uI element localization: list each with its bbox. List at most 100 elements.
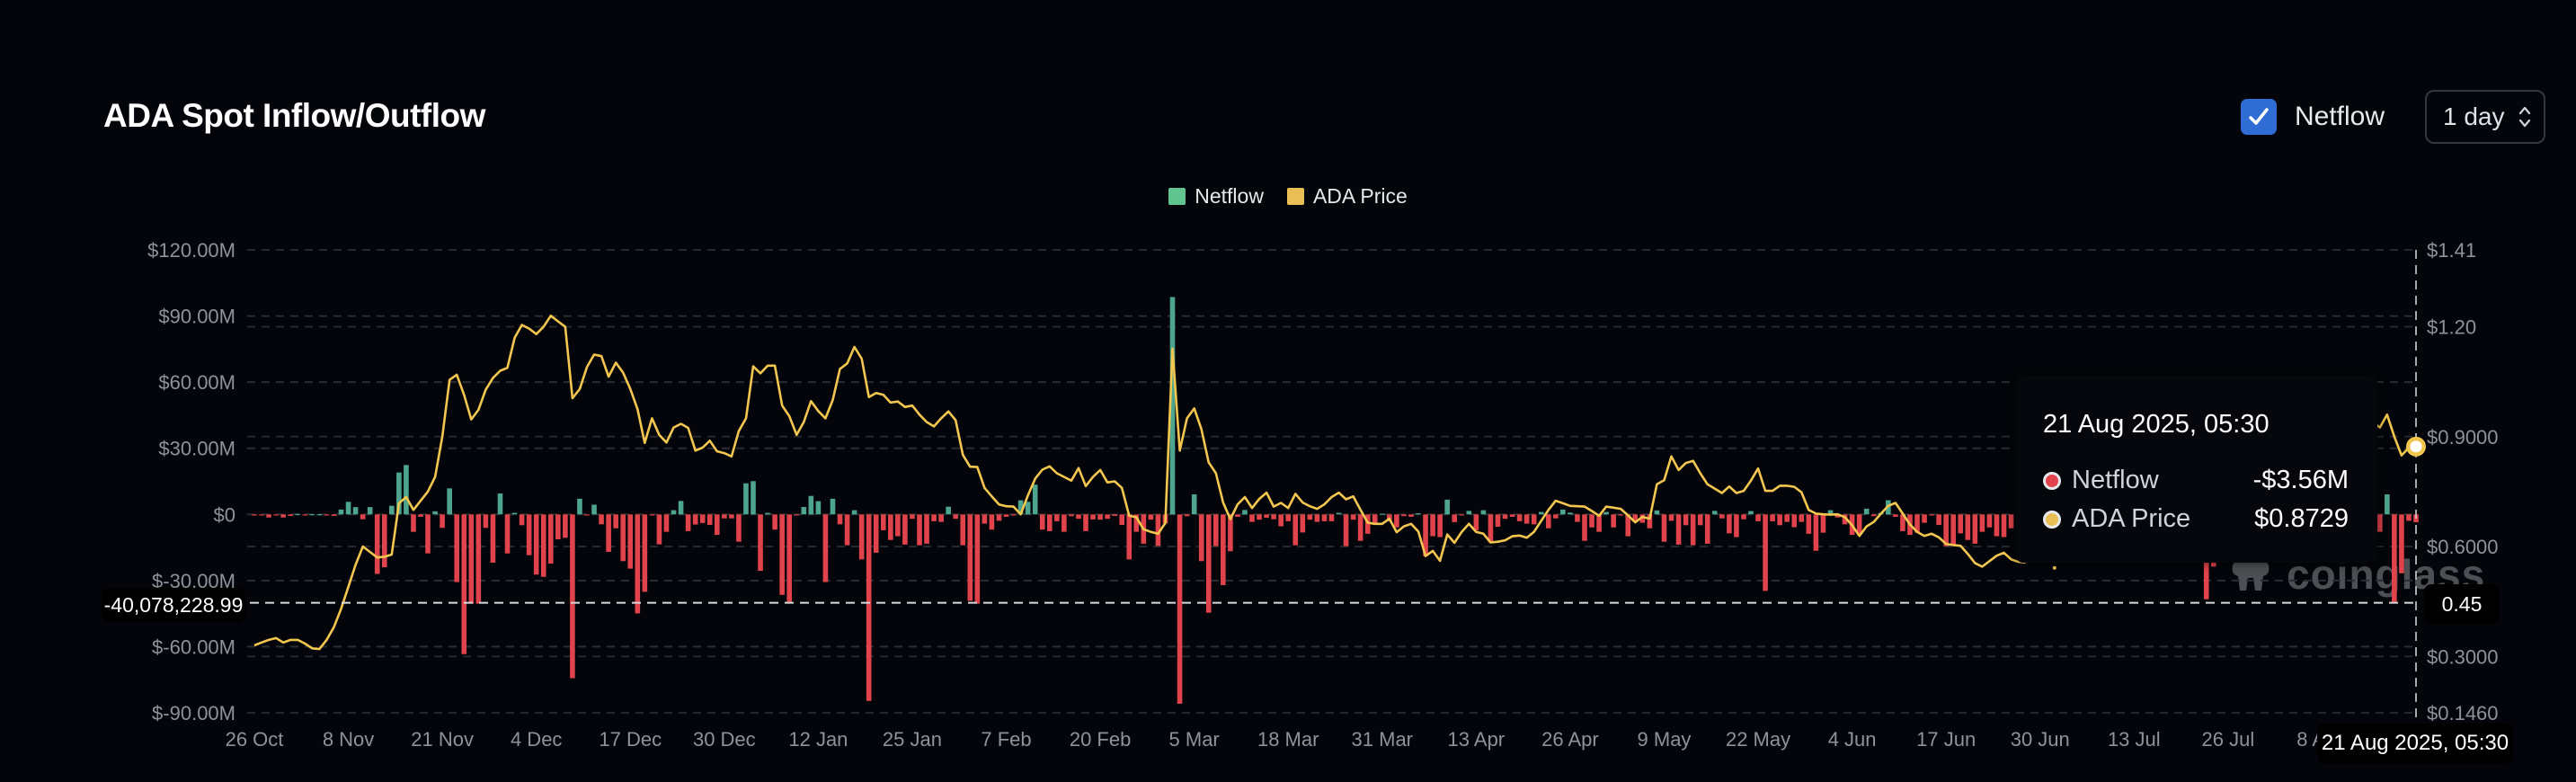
netflow-checkbox[interactable] xyxy=(2241,99,2277,135)
price-dot-icon xyxy=(2043,510,2061,529)
netflow-bar-outflow xyxy=(1488,514,1494,543)
netflow-bar-outflow xyxy=(1321,514,1328,521)
x-tick-label: 13 Apr xyxy=(1448,728,1506,751)
netflow-bar-outflow xyxy=(273,514,279,516)
x-tick-label: 31 Mar xyxy=(1352,728,1413,751)
interval-select-value: 1 day xyxy=(2443,102,2505,130)
netflow-bar-outflow xyxy=(1799,514,1805,522)
netflow-bar-outflow xyxy=(599,514,604,525)
netflow-bar-outflow xyxy=(1523,514,1530,524)
interval-select[interactable]: 1 day xyxy=(2425,90,2545,144)
netflow-bar-inflow xyxy=(743,483,749,515)
netflow-bar-outflow xyxy=(772,514,777,530)
legend-swatch-netflow xyxy=(1168,188,1186,205)
netflow-bar-outflow xyxy=(822,514,829,582)
y-left-tick-label: $0 xyxy=(214,503,235,526)
netflow-bar-outflow xyxy=(1994,514,2000,537)
y-right-tick-label: $0.6000 xyxy=(2427,536,2499,558)
chevron-up-down-icon xyxy=(2518,106,2530,128)
netflow-bar-outflow xyxy=(895,514,901,537)
netflow-bar-outflow xyxy=(1198,514,1204,562)
netflow-bar-outflow xyxy=(931,514,937,521)
netflow-bar-outflow xyxy=(461,514,467,654)
netflow-bar-outflow xyxy=(1914,514,1920,533)
netflow-bar-outflow xyxy=(1257,514,1262,520)
x-tick-label: 26 Apr xyxy=(1541,728,1599,751)
netflow-bar-outflow xyxy=(692,514,698,525)
crosshair xyxy=(250,250,2426,722)
price-marker-dot xyxy=(2410,440,2422,453)
netflow-bar-outflow xyxy=(1083,514,1088,531)
netflow-bar-outflow xyxy=(1979,514,1985,532)
tooltip-value: $0.8729 xyxy=(2254,504,2349,533)
netflow-bar-outflow xyxy=(1112,514,1117,517)
y-left-tick-label: $120.00M xyxy=(147,239,235,262)
right-axis-labels: $1.41 $1.20 $0.9000 $0.6000 $0.3000 $0.1460 xyxy=(2427,239,2499,724)
netflow-bar-outflow xyxy=(2001,514,2007,538)
netflow-bar-outflow xyxy=(1126,514,1133,560)
tooltip-row-ada-price: ADA Price $0.8729 xyxy=(2043,504,2349,534)
netflow-bar-outflow xyxy=(1328,514,1335,521)
netflow-bar-outflow xyxy=(475,514,482,604)
netflow-bar-outflow xyxy=(1502,514,1508,520)
netflow-bar-outflow xyxy=(656,514,662,545)
x-tick-label: 26 Jul xyxy=(2202,728,2255,751)
netflow-bar-outflow xyxy=(613,514,618,529)
netflow-bar-outflow xyxy=(411,514,416,532)
netflow-bar-outflow xyxy=(1285,514,1292,521)
netflow-bar-outflow xyxy=(1350,514,1356,520)
netflow-bar-outflow xyxy=(1870,514,1877,517)
netflow-bar-outflow xyxy=(1741,514,1746,520)
y-left-tick-label: $90.00M xyxy=(158,306,235,328)
netflow-bar-outflow xyxy=(938,514,944,522)
netflow-bar-outflow xyxy=(786,514,793,603)
page-title: ADA Spot Inflow/Outflow xyxy=(103,97,485,134)
netflow-bar-outflow xyxy=(1661,514,1667,542)
netflow-bar-outflow xyxy=(663,514,670,532)
netflow-bar-outflow xyxy=(1986,514,1993,528)
netflow-bar-inflow xyxy=(497,493,503,515)
netflow-bar-outflow xyxy=(1531,514,1537,525)
netflow-bar-outflow xyxy=(490,514,496,563)
netflow-bar-outflow xyxy=(1264,514,1269,518)
netflow-bar-outflow xyxy=(1119,514,1125,526)
netflow-bar-outflow xyxy=(526,514,532,555)
tooltip-date: 21 Aug 2025, 05:30 xyxy=(2043,410,2270,439)
netflow-bar-outflow xyxy=(1900,514,1905,531)
netflow-bar-inflow xyxy=(367,507,373,515)
netflow-bar-outflow xyxy=(1097,514,1103,520)
netflow-bar-outflow xyxy=(1212,514,1219,547)
netflow-bar-outflow xyxy=(1357,514,1364,541)
netflow-bar-outflow xyxy=(1618,514,1624,516)
crosshair-left-value: -40,078,228.99 xyxy=(102,588,245,622)
netflow-bar-outflow xyxy=(1459,514,1465,516)
netflow-bar-outflow xyxy=(1958,514,1964,534)
netflow-bar-outflow xyxy=(1755,514,1761,521)
legend-label: Netflow xyxy=(1195,184,1264,208)
netflow-bar-outflow xyxy=(280,514,286,518)
netflow-bar-inflow xyxy=(2385,493,2390,515)
netflow-bar-outflow xyxy=(360,514,366,520)
netflow-toggle[interactable]: Netflow xyxy=(2241,99,2385,135)
x-tick-label: 17 Dec xyxy=(599,728,662,751)
netflow-bar-outflow xyxy=(1039,514,1045,530)
netflow-bar-outflow xyxy=(1076,514,1081,520)
netflow-bar-inflow xyxy=(765,512,770,515)
netflow-bar-outflow xyxy=(563,514,568,538)
netflow-bars xyxy=(252,297,2419,704)
legend-item-netflow[interactable]: Netflow xyxy=(1168,184,1264,209)
netflow-bar-outflow xyxy=(1950,514,1957,545)
coinglass-logo-icon xyxy=(2232,556,2270,591)
y-right-tick-label: $0.9000 xyxy=(2427,426,2499,449)
y-right-tick-label: $0.1460 xyxy=(2427,702,2499,724)
netflow-bar-outflow xyxy=(1697,514,1703,526)
netflow-bar-outflow xyxy=(1003,514,1009,517)
netflow-bar-outflow xyxy=(1611,514,1616,528)
netflow-bar-inflow xyxy=(1169,297,1176,515)
netflow-bar-outflow xyxy=(736,514,742,542)
netflow-bar-inflow xyxy=(338,509,344,515)
legend-item-ada-price[interactable]: ADA Price xyxy=(1286,184,1408,209)
netflow-bar-outflow xyxy=(1820,514,1826,533)
netflow-bar-outflow xyxy=(1364,514,1371,534)
